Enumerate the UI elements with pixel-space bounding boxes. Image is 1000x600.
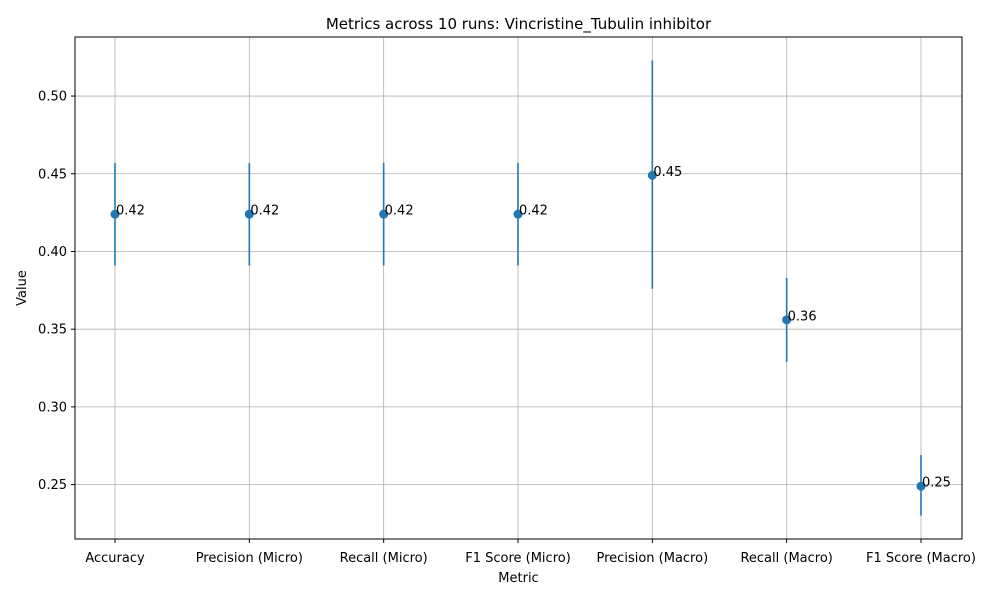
y-tick-label: 0.30 [38, 400, 67, 415]
y-axis-ticks: 0.25 0.30 0.35 0.40 0.45 0.50 [38, 90, 75, 493]
y-tick-label: 0.25 [38, 478, 67, 493]
data-label: 0.25 [922, 476, 951, 491]
data-label: 0.42 [250, 204, 279, 219]
data-point [379, 209, 389, 219]
data-label: 0.42 [116, 204, 145, 219]
data-point [647, 170, 657, 180]
x-tick-label: Precision (Macro) [597, 551, 709, 566]
data-point [244, 209, 254, 219]
y-tick-label: 0.50 [38, 90, 67, 105]
x-axis-ticks: Accuracy Precision (Micro) Recall (Micro) F… [85, 539, 976, 566]
x-tick-label: F1 Score (Micro) [465, 551, 571, 566]
grid-lines [75, 37, 962, 539]
x-tick-label: Precision (Micro) [196, 551, 303, 566]
chart-title: Metrics across 10 runs: Vincristine_Tubu… [326, 15, 712, 34]
x-tick-label: Recall (Micro) [340, 551, 428, 566]
y-tick-label: 0.40 [38, 245, 67, 260]
data-label: 0.42 [519, 204, 548, 219]
data-label: 0.45 [653, 165, 682, 180]
data-labels: 0.42 0.42 0.42 0.42 0.45 0.36 0.25 [116, 165, 951, 491]
data-point [110, 209, 120, 219]
y-tick-label: 0.45 [38, 167, 67, 182]
data-point [916, 481, 926, 491]
y-axis-label: Value [15, 270, 30, 306]
x-tick-label: F1 Score (Macro) [866, 551, 976, 566]
plot-frame [74, 36, 963, 540]
data-label: 0.42 [385, 204, 414, 219]
data-point [782, 315, 792, 325]
x-axis-label: Metric [498, 571, 538, 586]
x-tick-label: Accuracy [85, 551, 145, 566]
x-tick-label: Recall (Macro) [740, 551, 832, 566]
data-points [110, 170, 926, 491]
data-point [513, 209, 523, 219]
data-label: 0.36 [788, 309, 817, 324]
y-tick-label: 0.35 [38, 323, 67, 338]
